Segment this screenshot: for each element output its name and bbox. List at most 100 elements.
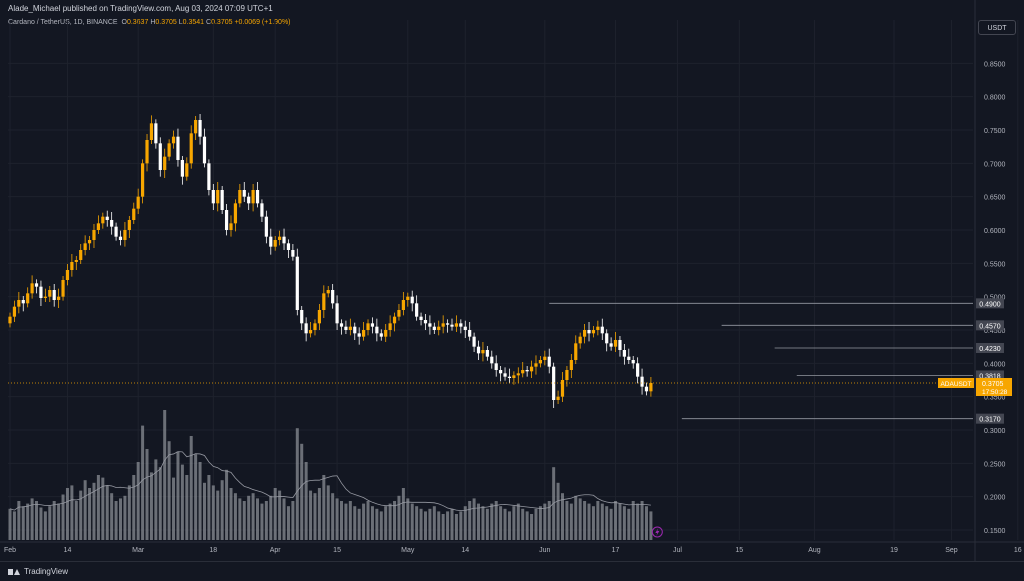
volume-bar bbox=[547, 501, 551, 540]
footer: TradingView bbox=[0, 561, 1024, 581]
volume-bar bbox=[366, 501, 370, 540]
symbol-legend: Cardano / TetherUS, 1D, BINANCE O0.3637 … bbox=[8, 19, 291, 26]
volume-bar bbox=[622, 506, 626, 540]
candle-body bbox=[362, 330, 366, 337]
high-value: 0.3705 bbox=[155, 19, 177, 26]
candle-body bbox=[348, 326, 352, 330]
candle-body bbox=[295, 256, 299, 310]
candle-body bbox=[388, 323, 392, 330]
candle-body bbox=[211, 190, 215, 204]
x-tick-label: Feb bbox=[4, 547, 16, 554]
candle-body bbox=[569, 360, 573, 370]
candle-body bbox=[176, 136, 180, 160]
volume-bar bbox=[132, 475, 136, 540]
volume-bar bbox=[569, 503, 573, 540]
volume-bar bbox=[26, 503, 30, 540]
y-tick-label: 0.3500 bbox=[984, 395, 1006, 402]
current-price-label: 0.3705 bbox=[982, 381, 1004, 388]
candle-body bbox=[552, 366, 556, 400]
candle-body bbox=[547, 356, 551, 367]
candle-body bbox=[242, 190, 246, 197]
volume-bar bbox=[79, 490, 83, 540]
candle-body bbox=[74, 260, 78, 262]
symbol-tag bbox=[938, 378, 974, 388]
candle-body bbox=[423, 320, 428, 324]
volume-bar bbox=[141, 425, 145, 540]
candle-body bbox=[251, 190, 255, 204]
candle-body bbox=[286, 243, 291, 250]
volume-bar bbox=[83, 480, 87, 540]
candle-body bbox=[260, 203, 264, 217]
volume-bar bbox=[238, 498, 242, 540]
volume-bar bbox=[521, 508, 525, 540]
volume-bar bbox=[207, 475, 211, 540]
candle-body bbox=[490, 356, 494, 364]
volume-bar bbox=[454, 514, 458, 540]
symbol-tag-label: ADAUSDT bbox=[940, 381, 971, 388]
y-tick-label: 0.2500 bbox=[984, 461, 1006, 468]
candle-body bbox=[8, 316, 12, 324]
volume-bar bbox=[229, 488, 233, 540]
volume-bar bbox=[441, 514, 445, 540]
candle-body bbox=[273, 240, 277, 247]
high-label: H bbox=[150, 19, 156, 26]
volume-bar bbox=[326, 485, 330, 540]
candle-body bbox=[636, 363, 640, 377]
volume-bar bbox=[463, 506, 467, 540]
candle-body bbox=[366, 323, 370, 330]
volume-bar bbox=[583, 501, 587, 540]
candle-body bbox=[87, 240, 92, 244]
candle-body bbox=[644, 386, 649, 392]
candle-body bbox=[357, 333, 361, 337]
volume-ma-line bbox=[9, 451, 651, 512]
candle-body bbox=[132, 208, 136, 220]
candle-body bbox=[454, 323, 459, 327]
volume-bar bbox=[110, 493, 114, 540]
volume-bar bbox=[43, 511, 47, 540]
candle-body bbox=[543, 356, 547, 360]
level-price-tag bbox=[976, 298, 1004, 309]
lightning-icon[interactable] bbox=[651, 526, 663, 538]
volume-bar bbox=[357, 508, 361, 540]
candle-body bbox=[70, 262, 74, 270]
tradingview-brand[interactable]: TradingView bbox=[8, 567, 68, 576]
candle-body bbox=[202, 136, 207, 164]
x-tick-label: Aug bbox=[808, 547, 821, 554]
candle-body bbox=[441, 323, 445, 327]
volume-bar bbox=[304, 462, 308, 540]
candle-body bbox=[180, 160, 184, 177]
candle-body bbox=[379, 333, 383, 337]
candle-body bbox=[39, 286, 43, 298]
candle-body bbox=[392, 316, 397, 324]
volume-bar bbox=[198, 462, 202, 540]
y-tick-label: 0.5000 bbox=[984, 295, 1006, 302]
candle-body bbox=[96, 223, 100, 230]
volume-bar bbox=[543, 503, 547, 540]
countdown-label: 17:50:28 bbox=[982, 389, 1008, 396]
volume-bar bbox=[472, 498, 476, 540]
candle-body bbox=[185, 163, 189, 177]
currency-button[interactable]: USDT bbox=[978, 20, 1016, 35]
x-tick-label: Jul bbox=[673, 547, 682, 554]
candle-body bbox=[445, 323, 450, 325]
volume-bar bbox=[154, 459, 158, 540]
volume-bar bbox=[317, 488, 321, 540]
volume-bar bbox=[189, 436, 193, 540]
candle-body bbox=[141, 163, 145, 197]
candle-body bbox=[600, 326, 604, 334]
volume-bar bbox=[96, 475, 100, 540]
price-chart[interactable]: 0.8500 0.8000 0.7500 0.7000 0.6500 0.6000 0.55… bbox=[0, 0, 1024, 561]
volume-bar bbox=[39, 507, 43, 540]
volume-bar bbox=[70, 485, 74, 540]
volume-bar bbox=[48, 506, 52, 540]
candle-body bbox=[308, 330, 313, 334]
volume-bar bbox=[362, 503, 366, 540]
volume-bar bbox=[225, 469, 229, 540]
volume-bar bbox=[485, 508, 489, 540]
volume-bar bbox=[353, 506, 357, 540]
candle-body bbox=[384, 330, 388, 337]
volume-bar bbox=[123, 495, 127, 540]
volume-bar bbox=[525, 511, 529, 540]
candle-body bbox=[304, 323, 308, 334]
volume-bar bbox=[437, 511, 441, 540]
